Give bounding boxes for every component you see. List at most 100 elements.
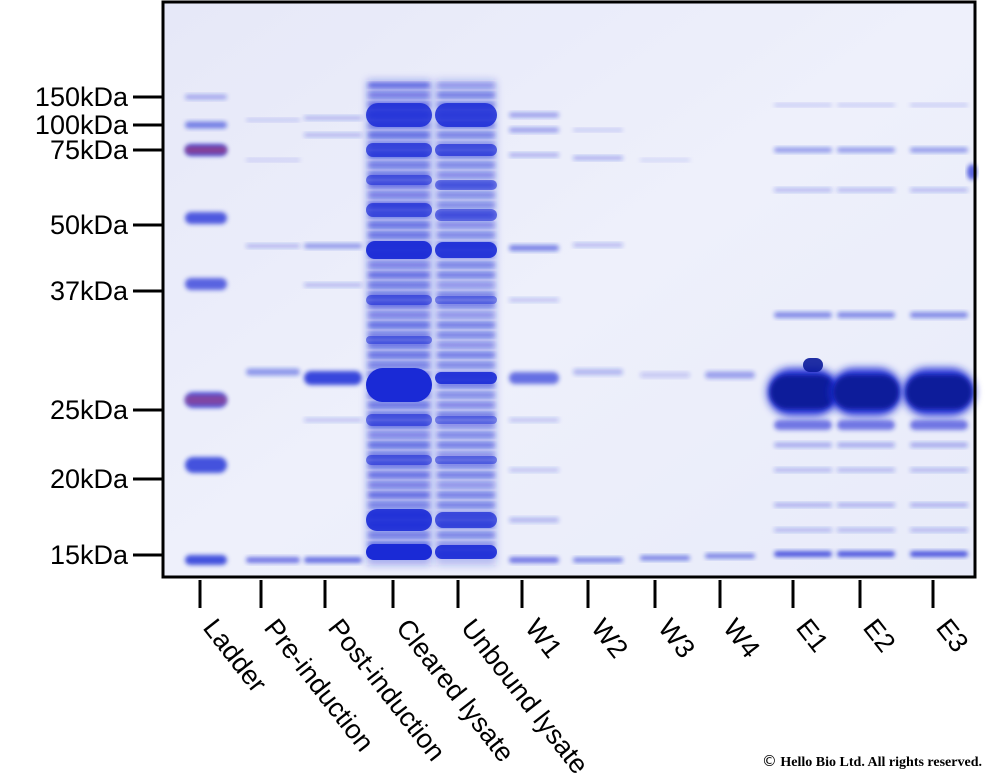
gel-band bbox=[833, 375, 899, 409]
gel-band bbox=[437, 273, 495, 277]
gel-band bbox=[435, 103, 497, 127]
gel-band bbox=[437, 503, 495, 507]
gel-band bbox=[437, 193, 495, 197]
gel-band bbox=[185, 555, 227, 565]
gel-band bbox=[774, 147, 832, 153]
gel-band bbox=[837, 103, 895, 107]
gel-band bbox=[437, 313, 495, 317]
gel-band bbox=[366, 455, 432, 465]
gel-band bbox=[910, 188, 968, 192]
gel-band bbox=[837, 503, 895, 507]
gel-band bbox=[368, 163, 430, 167]
gel-band bbox=[509, 372, 559, 384]
gel-band bbox=[837, 188, 895, 192]
lane-axis: LadderPre-inductionPost-inductionCleared… bbox=[197, 580, 974, 779]
gel-band bbox=[435, 180, 497, 190]
gel-band bbox=[366, 336, 432, 344]
mw-label: 100kDa bbox=[35, 110, 129, 140]
gel-band bbox=[366, 295, 432, 305]
gel-band bbox=[368, 473, 430, 477]
gel-band bbox=[910, 103, 968, 107]
gel-band bbox=[366, 175, 432, 185]
gel-band bbox=[437, 363, 495, 367]
lane-label: E3 bbox=[930, 613, 974, 657]
gel-band bbox=[837, 528, 895, 532]
gel-background bbox=[163, 2, 975, 577]
gel-band bbox=[366, 103, 432, 127]
gel-band bbox=[640, 158, 690, 162]
gel-band bbox=[368, 193, 430, 197]
gel-band bbox=[185, 146, 227, 154]
gel-band bbox=[437, 473, 495, 477]
gel-band bbox=[368, 323, 430, 327]
gel-band bbox=[573, 128, 623, 132]
gel-band bbox=[640, 372, 690, 378]
gel-band bbox=[304, 133, 362, 137]
mw-label: 15kDa bbox=[50, 540, 129, 570]
gel-band bbox=[246, 118, 300, 122]
gel-band bbox=[573, 369, 623, 375]
gel-band bbox=[837, 551, 895, 557]
gel-band bbox=[837, 147, 895, 153]
gel-band bbox=[437, 323, 495, 327]
gel-band bbox=[509, 153, 559, 157]
gel-band bbox=[774, 528, 832, 532]
gel-band bbox=[185, 94, 227, 100]
gel-band bbox=[246, 158, 300, 162]
lane-label: Ladder bbox=[197, 613, 272, 698]
gel-band bbox=[774, 103, 832, 107]
gel-band bbox=[185, 278, 227, 290]
gel-band bbox=[837, 312, 895, 318]
gel-band bbox=[304, 243, 362, 249]
gel-band bbox=[437, 433, 495, 437]
gel-band bbox=[509, 298, 559, 302]
mw-label: 37kDa bbox=[50, 276, 129, 306]
gel-band bbox=[437, 343, 495, 347]
gel-band bbox=[368, 283, 430, 287]
gel-band bbox=[437, 443, 495, 447]
gel-band bbox=[368, 353, 430, 357]
gel-band bbox=[368, 133, 430, 137]
gel-band bbox=[368, 313, 430, 317]
gel-bands bbox=[185, 80, 977, 565]
gel-band bbox=[304, 283, 362, 287]
gel-band bbox=[910, 147, 968, 153]
gel-band bbox=[304, 557, 362, 563]
gel-band bbox=[437, 233, 495, 237]
mw-label: 25kDa bbox=[50, 395, 129, 425]
gel-band bbox=[368, 493, 430, 497]
gel-band bbox=[837, 468, 895, 472]
gel-band bbox=[437, 223, 495, 227]
gel-band bbox=[437, 533, 495, 537]
gel-band bbox=[910, 528, 968, 532]
gel-band bbox=[774, 420, 832, 430]
gel-band bbox=[368, 503, 430, 507]
gel-band bbox=[437, 203, 495, 207]
gel-band bbox=[910, 312, 968, 318]
gel-band bbox=[640, 555, 690, 561]
lane-label: E1 bbox=[790, 613, 834, 657]
gel-band bbox=[304, 418, 362, 422]
mw-label: 50kDa bbox=[50, 210, 129, 240]
gel-band bbox=[368, 363, 430, 367]
gel-band bbox=[185, 457, 227, 473]
gel-band bbox=[435, 242, 497, 258]
gel-band bbox=[368, 443, 430, 447]
gel-band bbox=[437, 353, 495, 357]
gel-band bbox=[774, 188, 832, 192]
gel-band bbox=[509, 112, 559, 118]
gel-band bbox=[803, 358, 823, 372]
gel-band bbox=[774, 312, 832, 318]
gel-band bbox=[366, 203, 432, 217]
gel-band bbox=[437, 283, 495, 287]
gel-band bbox=[435, 545, 497, 559]
gel-band bbox=[185, 121, 227, 129]
gel-band bbox=[366, 368, 432, 402]
gel-band bbox=[366, 509, 432, 531]
gel-band bbox=[837, 442, 895, 448]
gel-band bbox=[770, 375, 836, 409]
gel-band bbox=[368, 433, 430, 437]
lane-label: W4 bbox=[717, 613, 766, 663]
gel-band bbox=[774, 503, 832, 507]
gel-band bbox=[185, 395, 227, 405]
